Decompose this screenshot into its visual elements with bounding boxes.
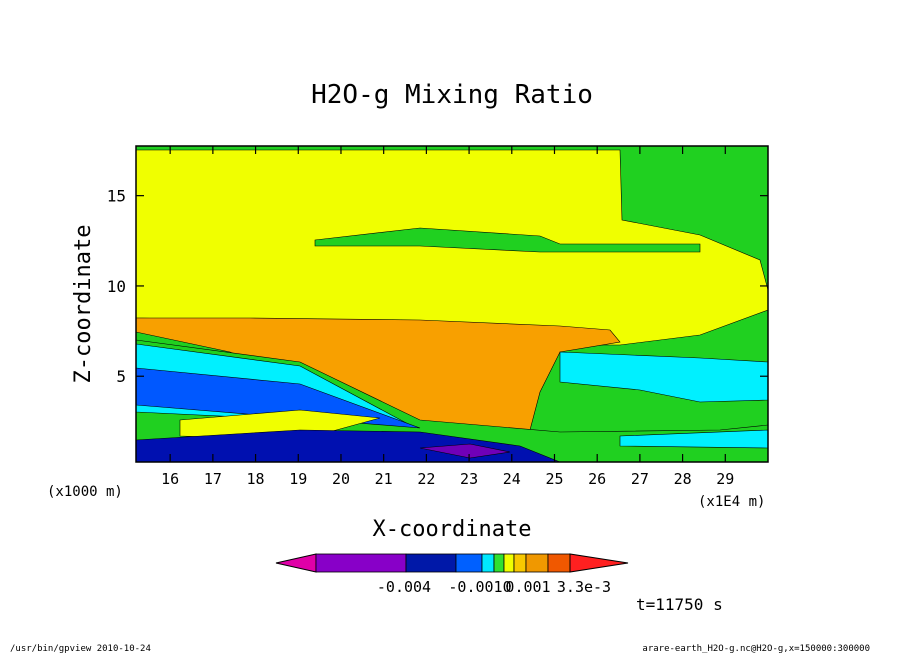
colorbar-swatch — [503, 553, 515, 573]
colorbar-swatch — [493, 553, 505, 573]
x-tick-label: 28 — [674, 470, 692, 488]
x-tick-label: 29 — [716, 470, 734, 488]
x-unit-left: (x1000 m) — [47, 484, 123, 500]
x-tick-label: 20 — [332, 470, 350, 488]
x-tick-label: 19 — [289, 470, 307, 488]
colorbar-swatch — [405, 553, 457, 573]
y-tick-label: 10 — [107, 277, 126, 296]
x-tick-label: 17 — [204, 470, 222, 488]
x-unit-right: (x1E4 m) — [698, 494, 765, 510]
x-tick-label: 23 — [460, 470, 478, 488]
colorbar-right-arrow — [569, 553, 629, 573]
footer-left: /usr/bin/gpview 2010-10-24 — [10, 644, 151, 654]
x-tick-label: 18 — [247, 470, 265, 488]
colorbar-left-arrow — [275, 553, 317, 573]
chart-title: H2O-g Mixing Ratio — [311, 80, 593, 110]
colorbar-swatch — [455, 553, 483, 573]
x-tick-label: 21 — [375, 470, 393, 488]
plot-frame — [135, 145, 769, 463]
contour-cyan-bottom-right — [619, 429, 768, 449]
y-tick-label: 5 — [116, 367, 126, 386]
x-tick-label: 26 — [588, 470, 606, 488]
x-tick-label: 22 — [417, 470, 435, 488]
colorbar-label: 0.001 — [505, 578, 550, 596]
x-tick-label: 24 — [503, 470, 521, 488]
contour-purple — [419, 443, 511, 459]
x-tick-label: 25 — [545, 470, 563, 488]
x-tick-label: 27 — [631, 470, 649, 488]
colorbar-swatch — [481, 553, 495, 573]
axis-ticks: 16 17 18 19 20 21 22 23 24 25 26 27 28 29 5 10 15 — [107, 146, 768, 488]
time-label: t=11750 s — [636, 595, 723, 614]
colorbar-swatch — [547, 553, 571, 573]
contour-blue — [136, 367, 421, 429]
colorbar-label: -0.0010 — [448, 578, 511, 596]
colorbar-swatch — [525, 553, 549, 573]
colorbar-label: -0.004 — [377, 578, 431, 596]
colorbar-label: 3.3e-3 — [557, 578, 611, 596]
contour-cyan-right — [559, 351, 768, 403]
colorbar-swatch — [315, 553, 407, 573]
x-axis-label: X-coordinate — [373, 517, 532, 542]
colorbar-swatch — [513, 553, 527, 573]
footer-right: arare-earth_H2O-g.nc@H2O-g,x=150000:3000… — [642, 644, 870, 654]
contour-yellow-lower — [179, 409, 381, 441]
contour-green-band — [314, 227, 701, 253]
x-tick-label: 16 — [161, 470, 179, 488]
y-axis-label: Z-coordinate — [71, 225, 96, 384]
contour-field — [136, 146, 768, 462]
y-tick-label: 15 — [107, 187, 126, 206]
